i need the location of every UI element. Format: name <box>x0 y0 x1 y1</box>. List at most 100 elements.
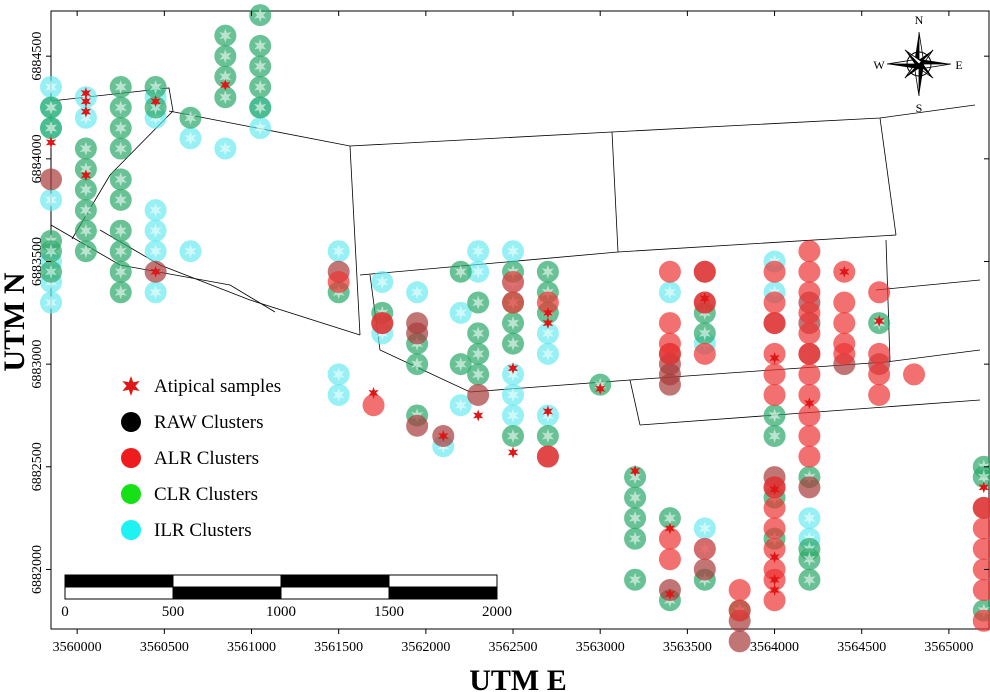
atipical-sample-marker <box>769 483 780 496</box>
cluster-point-glyph <box>507 316 520 331</box>
compass-point-dark <box>887 64 919 69</box>
cluster-point <box>728 599 751 622</box>
cluster-point-glyph <box>507 244 520 259</box>
cluster-point <box>658 373 681 396</box>
cluster-point <box>972 537 990 560</box>
cluster-point-glyph <box>44 121 58 135</box>
cluster-point <box>658 260 681 283</box>
atipical-sample-marker <box>978 481 989 494</box>
boundary-line-11 <box>885 239 891 363</box>
cluster-point <box>371 312 394 335</box>
cluster-point-glyph <box>472 346 485 361</box>
atipical-sample-marker <box>769 352 780 364</box>
cluster-point-glyph <box>541 346 554 361</box>
cluster-point-glyph <box>79 182 92 197</box>
cluster-point-glyph <box>977 470 990 485</box>
atipical-sample-marker <box>150 95 161 108</box>
atipical-sample-marker <box>507 362 519 375</box>
cluster-point-glyph <box>507 429 520 443</box>
compass-point-light <box>904 49 923 65</box>
scale-bar: 0 500 1000 1500 2000 <box>61 574 512 620</box>
cluster-point <box>972 517 990 540</box>
cluster-point-glyph <box>332 367 345 382</box>
cluster-point-glyph <box>79 244 92 259</box>
scale-bar-segment <box>64 574 174 588</box>
atipical-sample-marker <box>80 169 92 182</box>
cluster-point <box>658 527 681 550</box>
y-axis-label: UTM N <box>0 272 31 371</box>
scale-bar-segment <box>280 586 390 600</box>
cluster-point-glyph <box>768 429 781 443</box>
cluster-point-glyph <box>629 490 642 505</box>
x-tick-label: 3560500 <box>140 640 189 655</box>
scale-bar-label: 2000 <box>482 604 512 620</box>
cluster-point <box>658 312 681 335</box>
cluster-point-glyph <box>79 162 92 177</box>
x-tick-label: 3564000 <box>750 640 799 655</box>
cluster-point-glyph <box>472 244 485 259</box>
cluster-point-glyph <box>254 8 267 23</box>
atipical-sample-marker <box>769 551 780 564</box>
cluster-point-glyph <box>44 192 58 207</box>
legend-label: ALR Clusters <box>154 448 259 469</box>
legend-label: Atipical samples <box>154 376 281 397</box>
atipical-sample-marker <box>542 405 554 418</box>
compass-point-dark <box>914 32 919 64</box>
y-tick-label: 6884500 <box>30 32 45 81</box>
atipical-sample-marker <box>542 306 554 319</box>
cluster-point-glyph <box>114 192 127 207</box>
atipical-sample-marker <box>542 317 554 330</box>
atipical-sample-marker <box>80 87 92 100</box>
cluster-point-glyph <box>44 264 58 279</box>
compass-label-s: S <box>916 101 923 115</box>
boundary-line-4 <box>879 117 897 236</box>
cluster-point-glyph <box>629 572 642 587</box>
atipical-sample-marker <box>769 584 780 596</box>
legend-circle-marker <box>121 448 141 468</box>
atipical-sample-marker <box>368 386 379 399</box>
cluster-point-glyph <box>254 38 267 53</box>
cluster-point-glyph <box>219 90 232 105</box>
cluster-point <box>536 291 559 314</box>
compass-label-n: N <box>915 13 924 27</box>
atipical-sample-marker <box>473 409 484 422</box>
cluster-point-glyph <box>541 429 554 443</box>
cluster-point-glyph <box>698 521 711 536</box>
atipical-sample-marker <box>220 78 231 91</box>
scale-bar-segment <box>172 586 282 600</box>
cluster-point-glyph <box>454 398 467 413</box>
cluster-point <box>798 342 821 365</box>
cluster-point <box>798 363 821 386</box>
cluster-point <box>868 363 891 386</box>
y-tick-label: 6884000 <box>30 134 45 183</box>
cluster-point-glyph <box>472 295 485 310</box>
cluster-point-glyph <box>507 387 520 402</box>
boundary-line-12 <box>629 379 641 426</box>
scale-bar-segment <box>64 586 174 600</box>
cluster-point <box>502 271 525 294</box>
cluster-point <box>658 342 681 365</box>
cluster-point-glyph <box>114 223 127 238</box>
cluster-point-glyph <box>698 326 711 341</box>
atipical-sample-marker <box>80 105 92 118</box>
scale-bar-label: 0 <box>61 604 69 620</box>
cluster-point <box>798 445 821 468</box>
cluster-point-glyph <box>629 511 642 526</box>
cluster-point-glyph <box>803 511 816 526</box>
cluster-point-glyph <box>254 100 267 115</box>
cluster-point-glyph <box>79 203 92 218</box>
cluster-point <box>763 383 786 406</box>
cluster-point-glyph <box>79 141 92 156</box>
boundary-line-3 <box>611 131 619 253</box>
atipical-sample-marker <box>507 446 519 459</box>
compass-point-dark <box>919 59 951 64</box>
cluster-point-glyph <box>803 572 816 587</box>
scale-bar-label: 1500 <box>374 604 404 620</box>
cluster-point-glyph <box>114 244 127 259</box>
y-tick-label: 6883000 <box>30 340 45 389</box>
compass-label-w: W <box>873 58 885 72</box>
cluster-point <box>40 168 62 191</box>
x-tick-label: 3560000 <box>53 640 102 655</box>
cluster-point-glyph <box>472 326 485 341</box>
